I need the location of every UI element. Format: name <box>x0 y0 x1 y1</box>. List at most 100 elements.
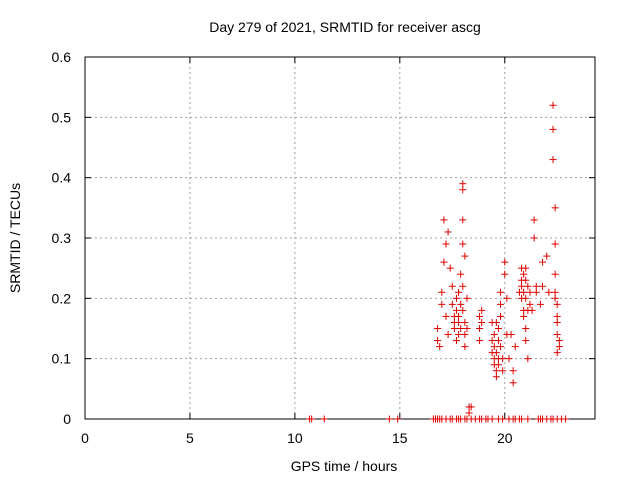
data-point <box>467 403 475 411</box>
data-point <box>520 312 528 320</box>
data-point <box>478 318 486 326</box>
data-point <box>457 325 465 332</box>
data-point <box>522 276 530 284</box>
data-point <box>528 306 536 314</box>
data-point <box>518 415 526 423</box>
data-point <box>488 337 496 345</box>
data-point <box>539 258 547 266</box>
data-point <box>499 367 507 375</box>
data-point <box>444 331 452 339</box>
data-point <box>490 343 498 351</box>
data-point <box>539 282 547 290</box>
data-point <box>549 156 557 164</box>
data-point <box>501 270 509 278</box>
data-point <box>494 325 502 332</box>
data-point <box>476 325 484 332</box>
chart-title: Day 279 of 2021, SRMTID for receiver asc… <box>209 19 481 35</box>
data-point <box>461 318 469 326</box>
data-point <box>448 300 456 308</box>
data-point <box>394 415 402 423</box>
data-point <box>442 240 450 248</box>
data-point <box>536 300 544 308</box>
data-point <box>442 312 450 320</box>
data-point <box>511 343 519 351</box>
data-point <box>497 312 505 320</box>
data-point <box>478 306 486 314</box>
data-point <box>549 125 557 133</box>
x-axis-label: GPS time / hours <box>291 458 398 474</box>
data-point <box>543 252 551 260</box>
data-point <box>532 282 540 290</box>
data-point <box>455 312 463 320</box>
data-point <box>320 415 328 423</box>
x-tick-label: 15 <box>392 430 408 446</box>
axis-ticks: 0 0.1 0.2 0.3 0.4 0.5 0.6 0 5 10 15 20 <box>52 49 595 446</box>
data-point <box>459 240 467 248</box>
data-point <box>452 306 460 314</box>
data-point <box>551 270 559 278</box>
x-tick-label: 5 <box>186 430 194 446</box>
data-point <box>463 294 471 302</box>
data-point <box>497 300 505 308</box>
data-point <box>459 186 467 194</box>
data-point <box>492 373 500 381</box>
data-point <box>438 300 446 308</box>
data-point <box>492 367 500 375</box>
data-point <box>465 409 473 417</box>
data-point <box>555 343 563 351</box>
data-point <box>497 343 505 351</box>
data-point <box>444 228 452 236</box>
data-point <box>476 312 484 320</box>
data-point <box>505 355 513 363</box>
data-point <box>461 331 469 339</box>
data-point <box>555 337 563 345</box>
data-point <box>455 331 463 339</box>
x-tick-label: 10 <box>287 430 303 446</box>
data-point <box>509 367 517 375</box>
data-point <box>503 294 511 302</box>
data-point <box>476 337 484 345</box>
data-point <box>553 318 561 326</box>
data-point <box>492 318 500 326</box>
data-point <box>436 343 444 351</box>
data-point <box>463 325 471 332</box>
data-point <box>308 415 316 423</box>
data-point <box>520 270 528 278</box>
data-point <box>522 264 530 272</box>
data-point <box>457 300 465 308</box>
y-tick-label: 0.1 <box>52 351 72 367</box>
data-point <box>452 294 460 302</box>
data-point <box>553 331 561 339</box>
data-point <box>499 415 507 423</box>
data-point <box>434 325 442 332</box>
data-point <box>492 349 500 357</box>
data-point <box>526 300 534 308</box>
data-point <box>455 318 463 326</box>
data-point <box>530 234 538 242</box>
data-point <box>494 361 502 369</box>
data-point <box>551 204 559 212</box>
data-point <box>530 216 538 224</box>
grid-lines <box>85 57 595 419</box>
data-point <box>532 288 540 296</box>
data-point <box>518 282 526 290</box>
data-point <box>440 216 448 224</box>
data-point <box>459 216 467 224</box>
data-point <box>551 294 559 302</box>
data-point <box>551 240 559 248</box>
y-tick-label: 0.6 <box>52 49 72 65</box>
data-point <box>457 270 465 278</box>
y-tick-label: 0 <box>63 411 71 427</box>
data-point <box>452 337 460 345</box>
data-point <box>553 300 561 308</box>
data-point <box>455 288 463 296</box>
data-point <box>501 258 509 266</box>
data-point <box>459 306 467 314</box>
data-point <box>545 288 553 296</box>
data-point <box>524 282 532 290</box>
data-point <box>524 355 532 363</box>
data-point <box>459 282 467 290</box>
x-tick-label: 20 <box>497 430 513 446</box>
data-point <box>562 415 570 423</box>
